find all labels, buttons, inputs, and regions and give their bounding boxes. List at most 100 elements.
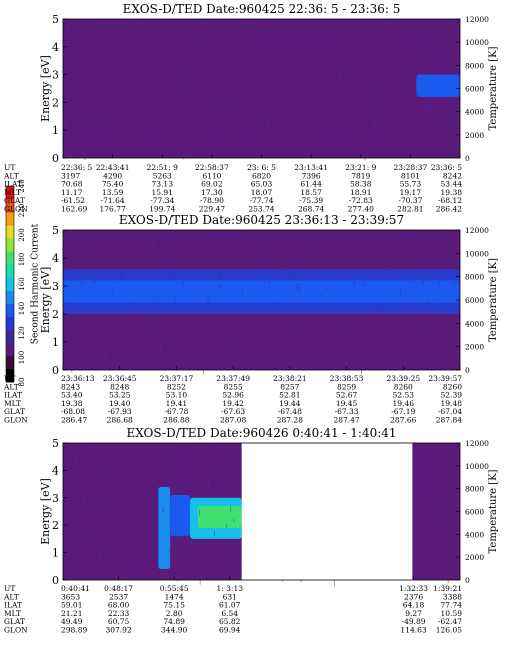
heatmap-cell (160, 59, 162, 63)
x-tick-value: 268.74 (298, 205, 324, 214)
x-tick-value: 286.42 (436, 205, 462, 214)
y2-tick-label: 0 (465, 154, 470, 163)
heatmap-cell (82, 74, 84, 78)
colorbar-tick-label: 160 (18, 277, 26, 290)
heatmap-cell (80, 281, 82, 284)
heatmap-cell (241, 116, 243, 123)
heatmap-cell (357, 106, 359, 113)
heatmap-cell (233, 307, 235, 313)
heatmap-cell (458, 61, 460, 67)
y2-tick-label: 2000 (465, 343, 484, 352)
heatmap-band (197, 506, 242, 528)
x-tick-value: 68.00 (108, 601, 130, 610)
heatmap-cell (440, 508, 442, 514)
heatmap-cell (202, 455, 204, 459)
heatmap-cell (341, 119, 342, 127)
heatmap-cell (444, 99, 446, 108)
heatmap-cell (232, 71, 234, 79)
x-tick-value: -67.04 (438, 407, 462, 416)
heatmap-cell (427, 453, 429, 459)
heatmap-cell (108, 60, 110, 69)
heatmap-cell (436, 139, 438, 146)
heatmap-cell (168, 241, 169, 248)
heatmap-cell (180, 506, 182, 512)
x-tick-value: 8243 (61, 382, 80, 391)
heatmap-cell (437, 65, 438, 72)
heatmap-cell (439, 280, 440, 286)
y2-tick-label: 0 (465, 366, 470, 375)
heatmap-cell (156, 337, 157, 344)
heatmap-cell (94, 318, 96, 324)
heatmap-cell (85, 320, 86, 327)
heatmap-cell (145, 131, 147, 138)
x-tick-value: -77.34 (150, 196, 174, 205)
heatmap-cell (85, 134, 87, 139)
x-tick-value: 61.44 (300, 180, 322, 189)
panel-title: EXOS-D/TED Date:960426 0:40:41 - 1:40:41 (126, 426, 396, 440)
heatmap-cell (425, 101, 427, 110)
y2-tick-label: 2000 (465, 553, 484, 562)
heatmap-cell (79, 69, 81, 75)
heatmap-band (416, 74, 460, 97)
y2-tick-label: 4000 (465, 530, 484, 539)
heatmap-cell (151, 233, 152, 240)
heatmap-cell (69, 80, 71, 86)
heatmap-cell (136, 139, 138, 148)
heatmap-cell (182, 560, 184, 563)
heatmap-cell (450, 118, 452, 126)
heatmap-cell (109, 278, 110, 281)
heatmap-cell (453, 47, 455, 54)
heatmap-cell (221, 445, 223, 448)
heatmap-cell (166, 120, 168, 123)
y-axis-label: Energy [eV] (39, 267, 52, 334)
heatmap-cell (165, 367, 166, 371)
heatmap-cell (452, 150, 454, 159)
heatmap-cell (182, 478, 184, 483)
heatmap-cell (266, 246, 268, 254)
x-tick-value: -68.12 (438, 196, 462, 205)
y-tick-label: 2 (52, 519, 59, 532)
heatmap-cell (83, 495, 85, 504)
heatmap-cell (391, 287, 393, 291)
heatmap-cell (350, 62, 352, 68)
heatmap-cell (449, 474, 451, 481)
y-tick-label: 0 (52, 364, 59, 377)
heatmap-cell (393, 366, 395, 369)
heatmap-cell (436, 306, 438, 314)
heatmap-cell (225, 132, 227, 137)
heatmap-cell (181, 558, 183, 562)
x-tick-value: 22.33 (108, 609, 130, 618)
heatmap-cell (268, 278, 270, 284)
x-tick-value: 10.59 (441, 609, 463, 618)
row-label: ALT (3, 592, 19, 601)
heatmap-cell (177, 575, 179, 582)
y-tick-label: 0 (52, 152, 59, 165)
heatmap-background (63, 19, 460, 158)
heatmap-cell (359, 65, 361, 68)
y2-tick-label: 8000 (465, 273, 484, 282)
heatmap-cell (207, 295, 209, 304)
heatmap-cell (218, 350, 220, 358)
heatmap-cell (222, 233, 223, 240)
heatmap-cell (229, 341, 231, 346)
y2-tick-label: 12000 (465, 226, 489, 235)
colorbar-swatch (6, 238, 14, 252)
heatmap-cell (314, 238, 316, 246)
heatmap-cell (121, 273, 123, 281)
heatmap-cell (265, 118, 267, 125)
heatmap-cell (274, 28, 276, 36)
heatmap-cell (400, 289, 401, 297)
heatmap-cell (213, 531, 215, 537)
heatmap-cell (163, 52, 164, 57)
heatmap-cell (105, 561, 107, 569)
x-tick-value: -70.37 (398, 196, 422, 205)
row-label: GLAT (4, 407, 25, 416)
heatmap-cell (155, 295, 157, 300)
y2-axis-label: Temperature [K] (488, 469, 499, 553)
heatmap-cell (330, 330, 332, 339)
colorbar-swatch (6, 290, 14, 304)
x-tick-value: 52.53 (393, 391, 415, 400)
heatmap-cell (424, 322, 426, 327)
heatmap-cell (341, 319, 343, 327)
heatmap-cell (133, 456, 135, 464)
